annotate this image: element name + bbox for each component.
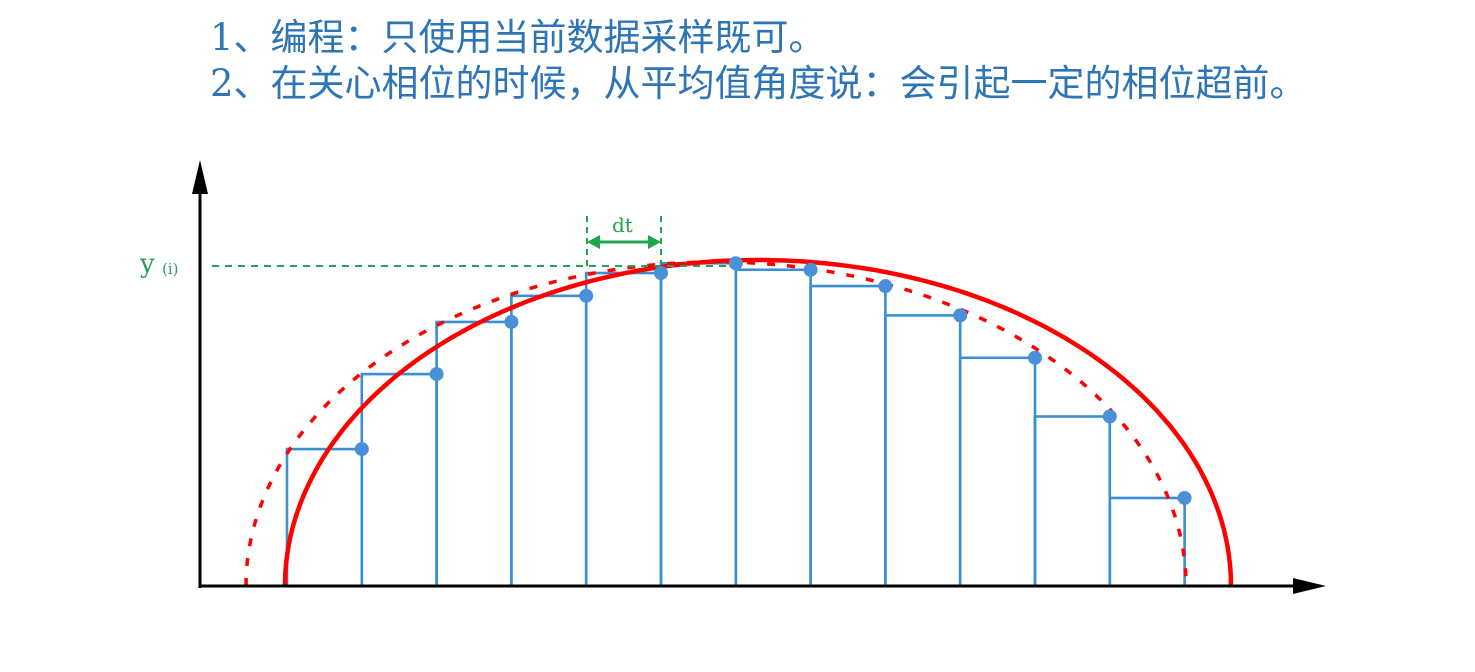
sample-hold-bar bbox=[1033, 415, 1112, 588]
sample-point bbox=[504, 314, 519, 329]
sample-point bbox=[728, 256, 743, 271]
dt-arrow-right-icon bbox=[648, 235, 661, 249]
y-label-subscript: (i) bbox=[162, 260, 179, 278]
note-line-1: 1、编程：只使用当前数据采样既可。 bbox=[210, 16, 826, 59]
sample-point bbox=[1102, 409, 1117, 424]
sample-point bbox=[953, 308, 968, 323]
sample-hold-bar bbox=[884, 314, 962, 588]
sample-hold-bar bbox=[809, 284, 887, 588]
sample-points bbox=[354, 256, 1192, 505]
dt-marker bbox=[586, 216, 662, 266]
sample-hold-bar bbox=[510, 294, 588, 588]
sample-hold-bar bbox=[584, 271, 663, 588]
sample-hold-bar bbox=[734, 268, 812, 588]
x-axis-arrow-icon bbox=[1293, 578, 1326, 594]
y-label: y bbox=[139, 249, 155, 279]
note-line-2: 2、在关心相位的时候，从平均值角度说：会引起一定的相位超前。 bbox=[210, 62, 1307, 105]
sample-point bbox=[878, 279, 893, 294]
sample-point bbox=[579, 288, 594, 303]
sample-hold-bar bbox=[360, 372, 438, 588]
sample-hold-bar bbox=[285, 447, 364, 588]
axes bbox=[192, 160, 1326, 594]
sample-hold-bar bbox=[958, 356, 1037, 588]
sample-point bbox=[354, 442, 369, 457]
sample-hold-bar bbox=[659, 261, 738, 588]
sample-point bbox=[1177, 490, 1192, 505]
dt-arrow-left-icon bbox=[587, 235, 600, 249]
dt-label: dt bbox=[612, 213, 633, 237]
sample-point bbox=[654, 266, 668, 281]
sample-hold-bar bbox=[435, 320, 513, 588]
continuous-signal-curve bbox=[282, 257, 1234, 587]
sample-point bbox=[803, 262, 818, 277]
sample-point bbox=[1028, 350, 1042, 365]
y-axis-arrow-icon bbox=[192, 160, 208, 194]
sample-hold-steps bbox=[285, 261, 1186, 588]
averaged-dotted-curve bbox=[244, 260, 1188, 587]
sample-point bbox=[429, 367, 444, 382]
